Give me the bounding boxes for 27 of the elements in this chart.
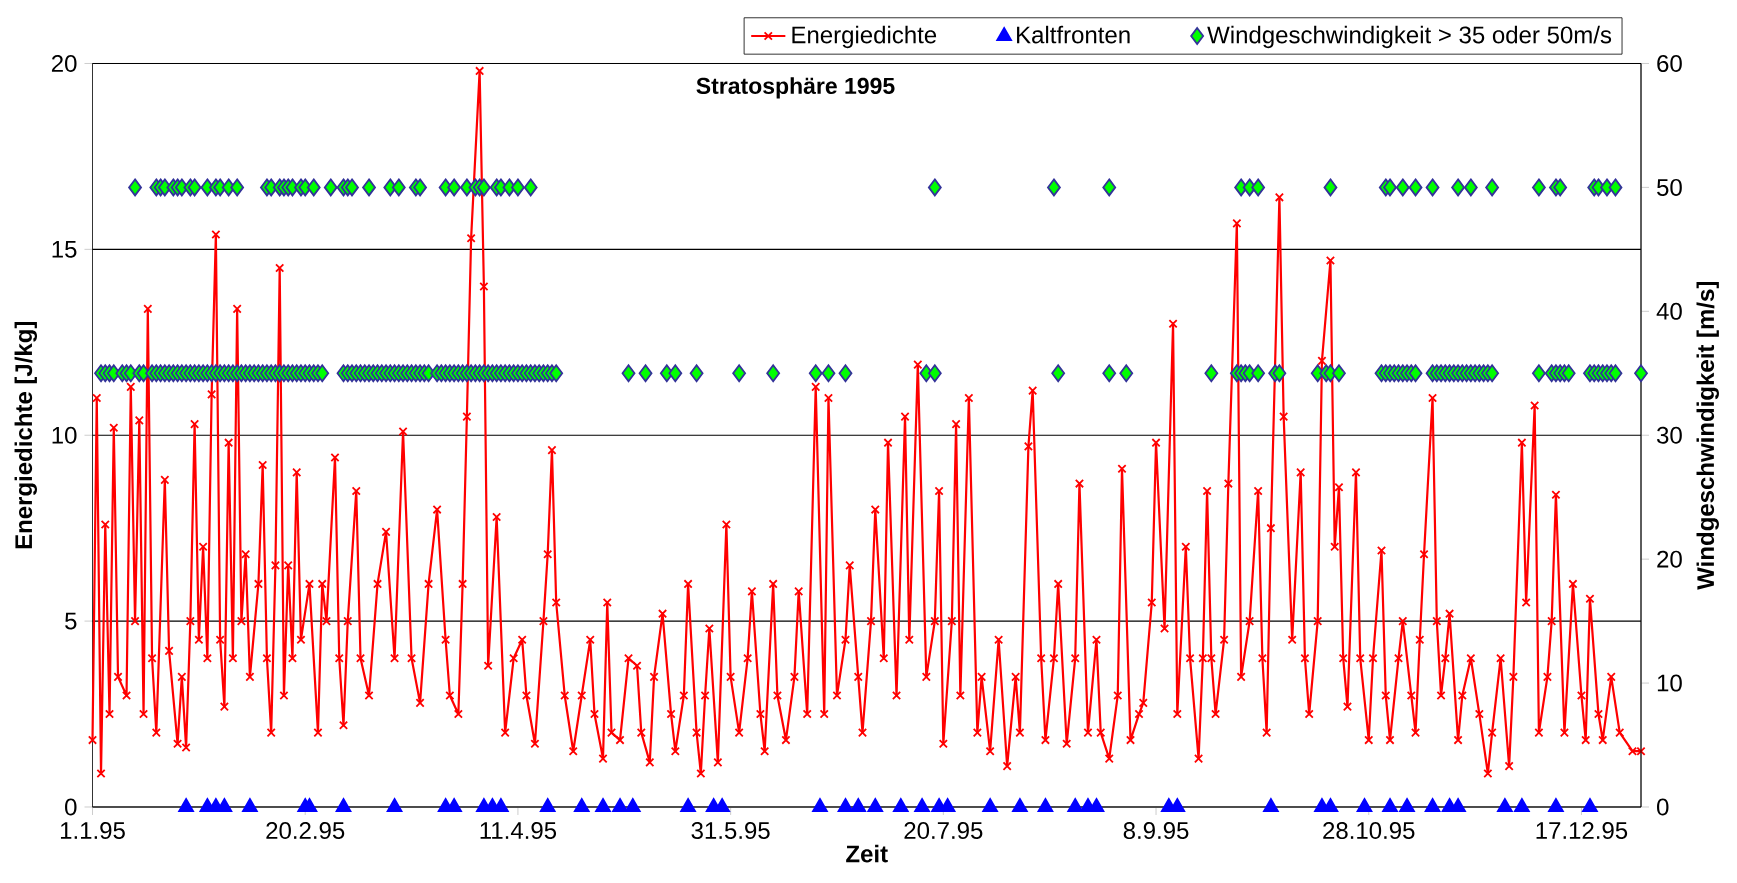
x-tick-label: 17.12.95 xyxy=(1536,822,1628,840)
y2-tick-label: 20 xyxy=(1657,550,1682,568)
x-tick-label: 31.5.95 xyxy=(691,822,770,840)
y2-tick-label: 10 xyxy=(1657,674,1682,692)
x-axis-title: Zeit xyxy=(846,844,888,863)
x-tick-label: 11.4.95 xyxy=(480,822,557,840)
legend-label: Energiedichte xyxy=(792,25,937,49)
y-axis-title: Energiedichte [J/kg] xyxy=(14,321,38,549)
y-tick-label: 10 xyxy=(52,426,77,444)
y2-tick-label: 30 xyxy=(1656,426,1682,444)
x-tick-label: 1.1.95 xyxy=(60,822,125,840)
y2-tick-label: 0 xyxy=(1657,798,1669,816)
y-tick-label: 20 xyxy=(51,55,77,72)
y-tick-label: 5 xyxy=(65,612,77,630)
x-tick-label: 20.7.95 xyxy=(904,822,983,840)
y-tick-label: 0 xyxy=(65,798,77,816)
legend-label: Windgeschwindigkeit > 35 oder 50m/s xyxy=(1207,25,1612,49)
x-tick-label: 28.10.95 xyxy=(1323,822,1415,840)
text: Stratosphäre 1995 xyxy=(696,77,895,99)
y2-axis-title: Windgeschwindigkeit [m/s] xyxy=(1696,281,1719,590)
y2-tick-label: 50 xyxy=(1657,178,1682,196)
legend-label: Kaltfronten xyxy=(1017,25,1130,44)
y2-tick-label: 40 xyxy=(1656,302,1682,320)
y-tick-label: 15 xyxy=(52,241,77,258)
x-tick-label: 20.2.95 xyxy=(266,822,345,840)
y2-tick-label: 60 xyxy=(1657,55,1682,72)
x-tick-label: 8.9.95 xyxy=(1123,822,1189,840)
